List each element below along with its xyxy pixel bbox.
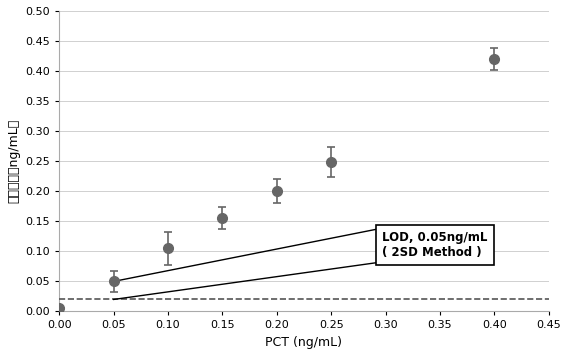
X-axis label: PCT (ng/mL): PCT (ng/mL) xyxy=(265,336,343,349)
Y-axis label: 测试结果（ng/mL）: 测试结果（ng/mL） xyxy=(7,119,20,203)
Text: LOD, 0.05ng/mL
( 2SD Method ): LOD, 0.05ng/mL ( 2SD Method ) xyxy=(382,231,488,260)
